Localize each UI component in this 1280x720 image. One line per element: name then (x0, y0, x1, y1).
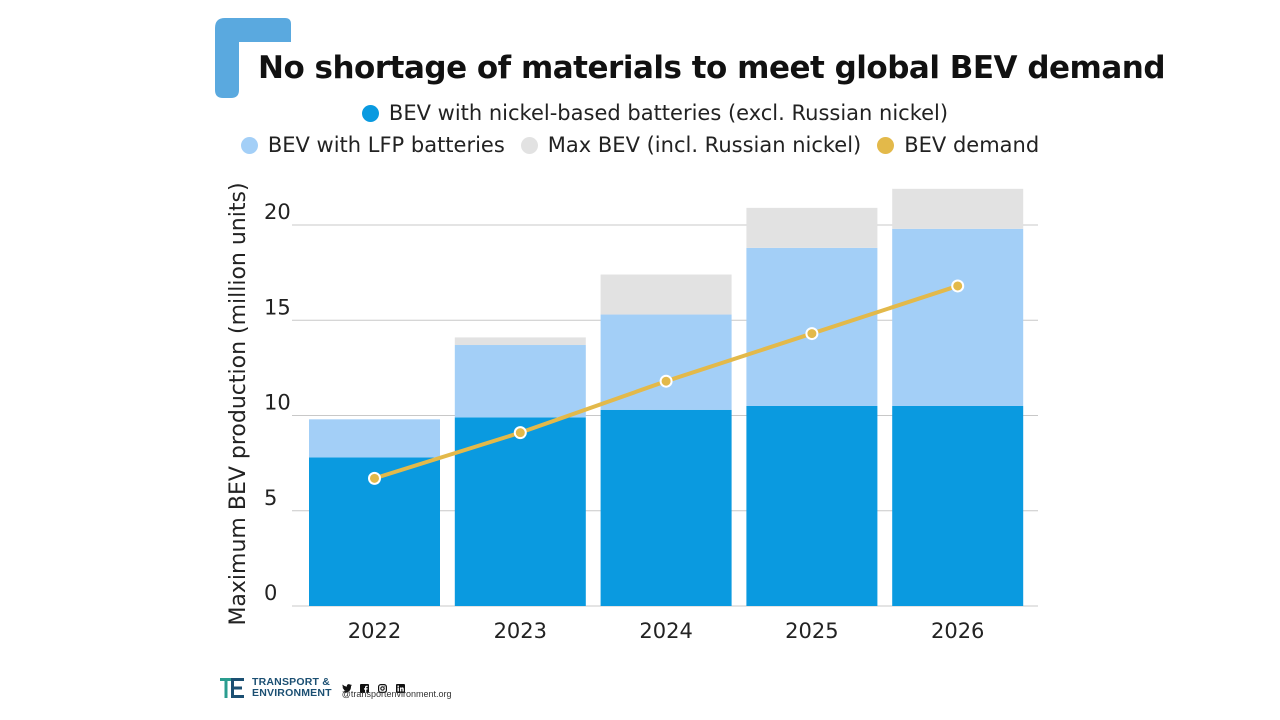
legend-label-max: Max BEV (incl. Russian nickel) (547, 133, 862, 157)
instagram-icon[interactable] (377, 678, 387, 694)
x-tick-label-2025: 2025 (785, 619, 838, 643)
logo-line-2: ENVIRONMENT (252, 687, 332, 699)
legend-item-lfp: BEV with LFP batteries (240, 133, 505, 157)
x-tick-label-2023: 2023 (494, 619, 547, 643)
bar-max-2024 (600, 274, 732, 315)
facebook-icon[interactable] (359, 678, 369, 693)
corner-accent-mark (215, 18, 291, 98)
bar-max-2026 (892, 188, 1024, 229)
logo-line-1: TRANSPORT & (252, 676, 331, 688)
legend-row-2: BEV with LFP batteries Max BEV (incl. Ru… (0, 133, 1280, 157)
bar-nickel-2025 (746, 405, 878, 606)
legend-swatch-lfp (240, 136, 258, 154)
social-block: @transportenvironment.org (341, 677, 452, 699)
legend-label-nickel: BEV with nickel-based batteries (excl. R… (388, 101, 949, 125)
legend-item-nickel: BEV with nickel-based batteries (excl. R… (361, 101, 949, 125)
y-axis-title: Maximum BEV production (million units) (226, 182, 251, 625)
x-tick-label-2026: 2026 (931, 619, 984, 643)
y-tick-label-0: 0 (264, 581, 277, 605)
bar-lfp-2023 (454, 345, 586, 418)
bar-lfp-2026 (892, 228, 1024, 406)
y-tick-label-10: 10 (264, 391, 291, 415)
demand-point-2024 (659, 374, 673, 388)
legend-label-lfp: BEV with LFP batteries (267, 133, 505, 157)
demand-point-2023 (513, 426, 527, 440)
demand-point-2022 (368, 471, 381, 485)
bar-lfp-2022 (309, 419, 440, 458)
x-tick-label-2022: 2022 (348, 619, 401, 643)
te-logo-icon (220, 678, 244, 698)
bar-lfp-2025 (746, 247, 878, 406)
bar-nickel-2023 (454, 417, 586, 606)
legend-item-max: Max BEV (incl. Russian nickel) (520, 133, 862, 157)
bar-nickel-2026 (892, 405, 1024, 606)
y-tick-label-5: 5 (264, 486, 277, 510)
bar-max-2023 (454, 337, 586, 346)
linkedin-icon[interactable] (395, 678, 405, 693)
bar-max-2025 (746, 207, 878, 248)
footer-handle: @transportenvironment.org (341, 689, 452, 699)
legend-item-demand: BEV demand (877, 133, 1039, 157)
legend-swatch-nickel (361, 104, 379, 122)
twitter-icon[interactable] (341, 678, 352, 693)
chart-title: No shortage of materials to meet global … (258, 50, 1166, 86)
x-tick-label-2024: 2024 (639, 619, 692, 643)
demand-point-2026 (951, 279, 965, 293)
demand-point-2025 (805, 327, 819, 341)
bar-nickel-2024 (600, 409, 732, 606)
footer: TRANSPORT & ENVIRONMENT @transportenviro… (220, 676, 451, 700)
bar-lfp-2024 (600, 314, 732, 410)
y-tick-label-15: 15 (264, 295, 291, 319)
legend-label-demand: BEV demand (904, 133, 1040, 157)
te-logo: TRANSPORT & ENVIRONMENT (220, 677, 332, 699)
legend-swatch-max (520, 136, 538, 154)
legend-row-1: BEV with nickel-based batteries (excl. R… (0, 101, 1280, 125)
legend-swatch-demand (877, 136, 895, 154)
y-tick-label-20: 20 (264, 200, 291, 224)
